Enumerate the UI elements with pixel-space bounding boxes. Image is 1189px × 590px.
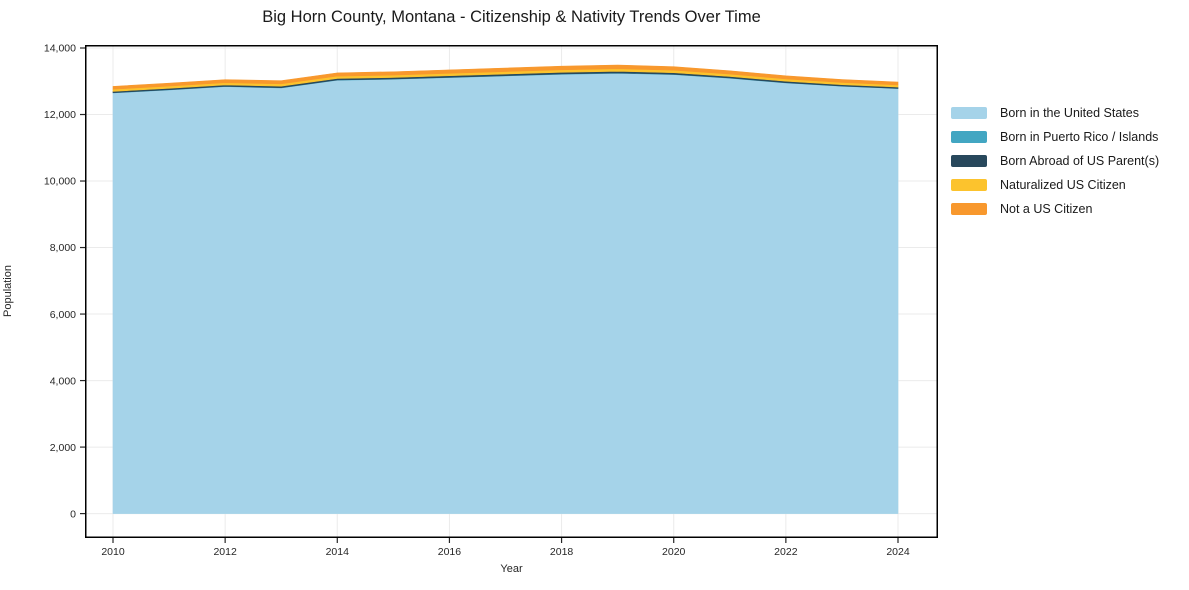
y-tick-label: 10,000	[44, 176, 76, 188]
legend-label: Born in Puerto Rico / Islands	[1000, 130, 1159, 144]
y-tick-label: 0	[70, 508, 76, 520]
x-tick-label: 2020	[662, 546, 686, 558]
legend-item: Born in the United States	[951, 101, 1159, 125]
plot-area: 2010 2012 2014 2016 2018 2020 2022 2024 0 2,000 4,…	[44, 43, 938, 558]
legend-item: Born in Puerto Rico / Islands	[951, 125, 1159, 149]
legend-label: Born Abroad of US Parent(s)	[1000, 154, 1160, 168]
legend-swatch	[951, 155, 987, 167]
legend-item: Born Abroad of US Parent(s)	[951, 149, 1159, 173]
legend-swatch	[951, 179, 987, 191]
legend-label: Naturalized US Citizen	[1000, 178, 1126, 192]
x-tick-label: 2012	[213, 546, 237, 558]
legend-swatch	[951, 107, 987, 119]
legend-item: Not a US Citizen	[951, 197, 1159, 221]
legend-label: Not a US Citizen	[1000, 202, 1093, 216]
y-tick-label: 8,000	[50, 242, 76, 254]
area-band	[112, 64, 899, 90]
y-tick-label: 2,000	[50, 442, 76, 454]
x-tick-label: 2018	[550, 546, 574, 558]
y-tick-label: 14,000	[44, 43, 76, 55]
y-tick-label: 4,000	[50, 375, 76, 387]
y-axis-label: Population	[2, 265, 14, 317]
y-tick-label: 6,000	[50, 309, 76, 321]
plot-border	[85, 45, 938, 538]
legend-label: Born in the United States	[1000, 106, 1139, 120]
legend: Born in the United States Born in Puerto …	[951, 101, 1159, 221]
area-band	[112, 72, 899, 514]
legend-swatch	[951, 203, 987, 215]
x-axis-label: Year	[500, 563, 523, 575]
x-tick-label: 2014	[326, 546, 350, 558]
x-tick-label: 2010	[101, 546, 125, 558]
legend-swatch	[951, 131, 987, 143]
legend-item: Naturalized US Citizen	[951, 173, 1159, 197]
chart-title: Big Horn County, Montana - Citizenship &…	[262, 8, 761, 26]
x-tick-label: 2024	[886, 546, 910, 558]
x-tick-label: 2016	[438, 546, 462, 558]
y-tick-label: 12,000	[44, 109, 76, 121]
x-tick-label: 2022	[774, 546, 798, 558]
